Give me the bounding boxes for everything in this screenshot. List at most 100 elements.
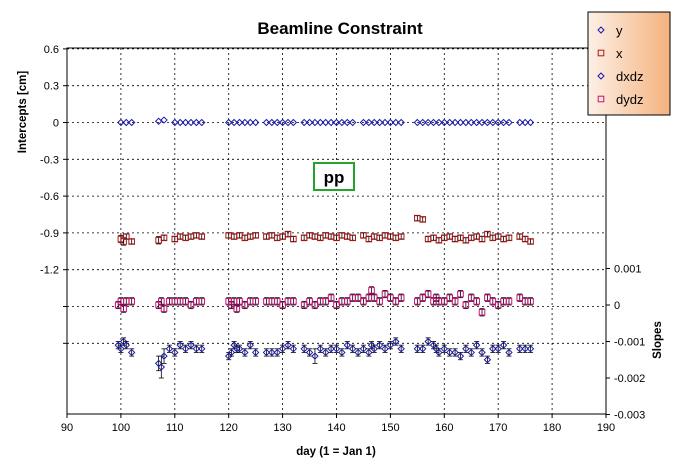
y-point [521, 118, 529, 127]
y-point [505, 118, 513, 127]
dydz-point [467, 294, 475, 301]
legend: yx dxdz dydz [587, 11, 671, 116]
y-axis-left: 0.6 0.3 0 -0.3 -0.6 -0.9 -1.2 [40, 44, 67, 344]
y-point [499, 118, 508, 127]
dxdz-point [268, 348, 276, 357]
dxdz-point [526, 345, 535, 353]
y-point [171, 118, 179, 127]
dydz-point [381, 290, 389, 298]
dxdz-point [451, 348, 459, 357]
dydz-point [505, 298, 513, 305]
dydz-point [158, 298, 165, 305]
y-point [235, 118, 244, 127]
dydz-point [300, 301, 308, 309]
x-tick-label: 150 [381, 422, 399, 434]
y-point [122, 118, 130, 127]
y-point [160, 116, 168, 124]
dydz-point [527, 298, 534, 305]
dxdz-point [440, 345, 449, 353]
y2-tick-label: -0.003 [614, 410, 645, 422]
y-point [392, 118, 400, 127]
dydz-point [187, 301, 195, 309]
dxdz-point [489, 345, 497, 353]
x-point [122, 233, 130, 240]
dydz-point [368, 287, 375, 294]
x-tick-label: 110 [166, 422, 184, 434]
dxdz-point [251, 348, 260, 357]
series-dxdz [114, 337, 535, 379]
y-point [456, 118, 465, 127]
dxdz-point [227, 348, 236, 357]
y-point [526, 118, 535, 127]
dydz-point [311, 301, 319, 309]
dxdz-point [467, 348, 475, 357]
x-point [252, 232, 259, 239]
dxdz-point [305, 348, 314, 357]
x-tick-label: 130 [273, 422, 291, 434]
y-tick-label: -0.9 [40, 228, 59, 240]
annotation-box: pp [313, 162, 355, 191]
y-point [343, 118, 351, 127]
y-point [332, 118, 341, 127]
y2-tick-label: 0 [614, 300, 620, 312]
dxdz-point [300, 345, 308, 353]
dxdz-point [289, 345, 298, 353]
x-point [284, 230, 292, 238]
dydz-point [484, 294, 491, 301]
dxdz-point [483, 356, 492, 364]
dxdz-point [157, 363, 166, 371]
legend-marker-y [597, 26, 605, 34]
y-tick-label: 0.3 [44, 81, 59, 93]
dxdz-point [516, 345, 524, 353]
y-point [305, 118, 314, 127]
y-point [462, 118, 470, 127]
dydz-point [252, 298, 259, 305]
y-point [327, 118, 335, 127]
dxdz-point [278, 345, 287, 353]
dxdz-point [348, 345, 357, 353]
dydz-point [478, 309, 486, 316]
dxdz-point [419, 345, 427, 353]
y-point [381, 118, 389, 127]
y-point [224, 118, 233, 127]
y-point [268, 118, 276, 127]
y-point [246, 118, 254, 127]
x-tick-label: 190 [597, 422, 615, 434]
dxdz-point [521, 345, 529, 353]
x-tick-label: 120 [220, 422, 238, 434]
dydz-point [236, 298, 243, 305]
dxdz-point [235, 345, 244, 353]
y-axis-right: 0.001 0 -0.001 -0.002 -0.003 [606, 264, 645, 422]
y-point [117, 118, 125, 127]
x-point [290, 235, 297, 243]
dxdz-point [445, 348, 454, 357]
y-point [251, 118, 260, 127]
y-point [413, 118, 422, 127]
y-point [375, 118, 384, 127]
y-point [419, 118, 427, 127]
y-point [359, 118, 368, 127]
y-tick-label: 0.6 [44, 44, 59, 56]
dydz-point [494, 301, 502, 309]
dydz-point [446, 294, 453, 301]
y-point [127, 118, 136, 127]
legend-label-y: y [616, 23, 623, 38]
dydz-point [414, 298, 421, 305]
dydz-point [233, 305, 241, 312]
dxdz-point [160, 352, 168, 360]
legend-marker-dydz [597, 95, 605, 103]
dydz-point [128, 298, 135, 305]
x-point [484, 230, 491, 238]
legend-label-dydz: dydz [616, 92, 643, 107]
dydz-point [424, 290, 432, 298]
dydz-point [516, 294, 524, 301]
y-tick-label: 0 [53, 118, 59, 130]
x-point [128, 238, 135, 245]
dxdz-point [381, 345, 389, 353]
dxdz-point [171, 348, 179, 357]
y2-tick-label: 0.001 [614, 264, 642, 276]
dxdz-point [246, 341, 254, 349]
series-dydz [114, 286, 534, 317]
x-tick-label: 140 [327, 422, 345, 434]
dxdz-point [273, 348, 281, 357]
